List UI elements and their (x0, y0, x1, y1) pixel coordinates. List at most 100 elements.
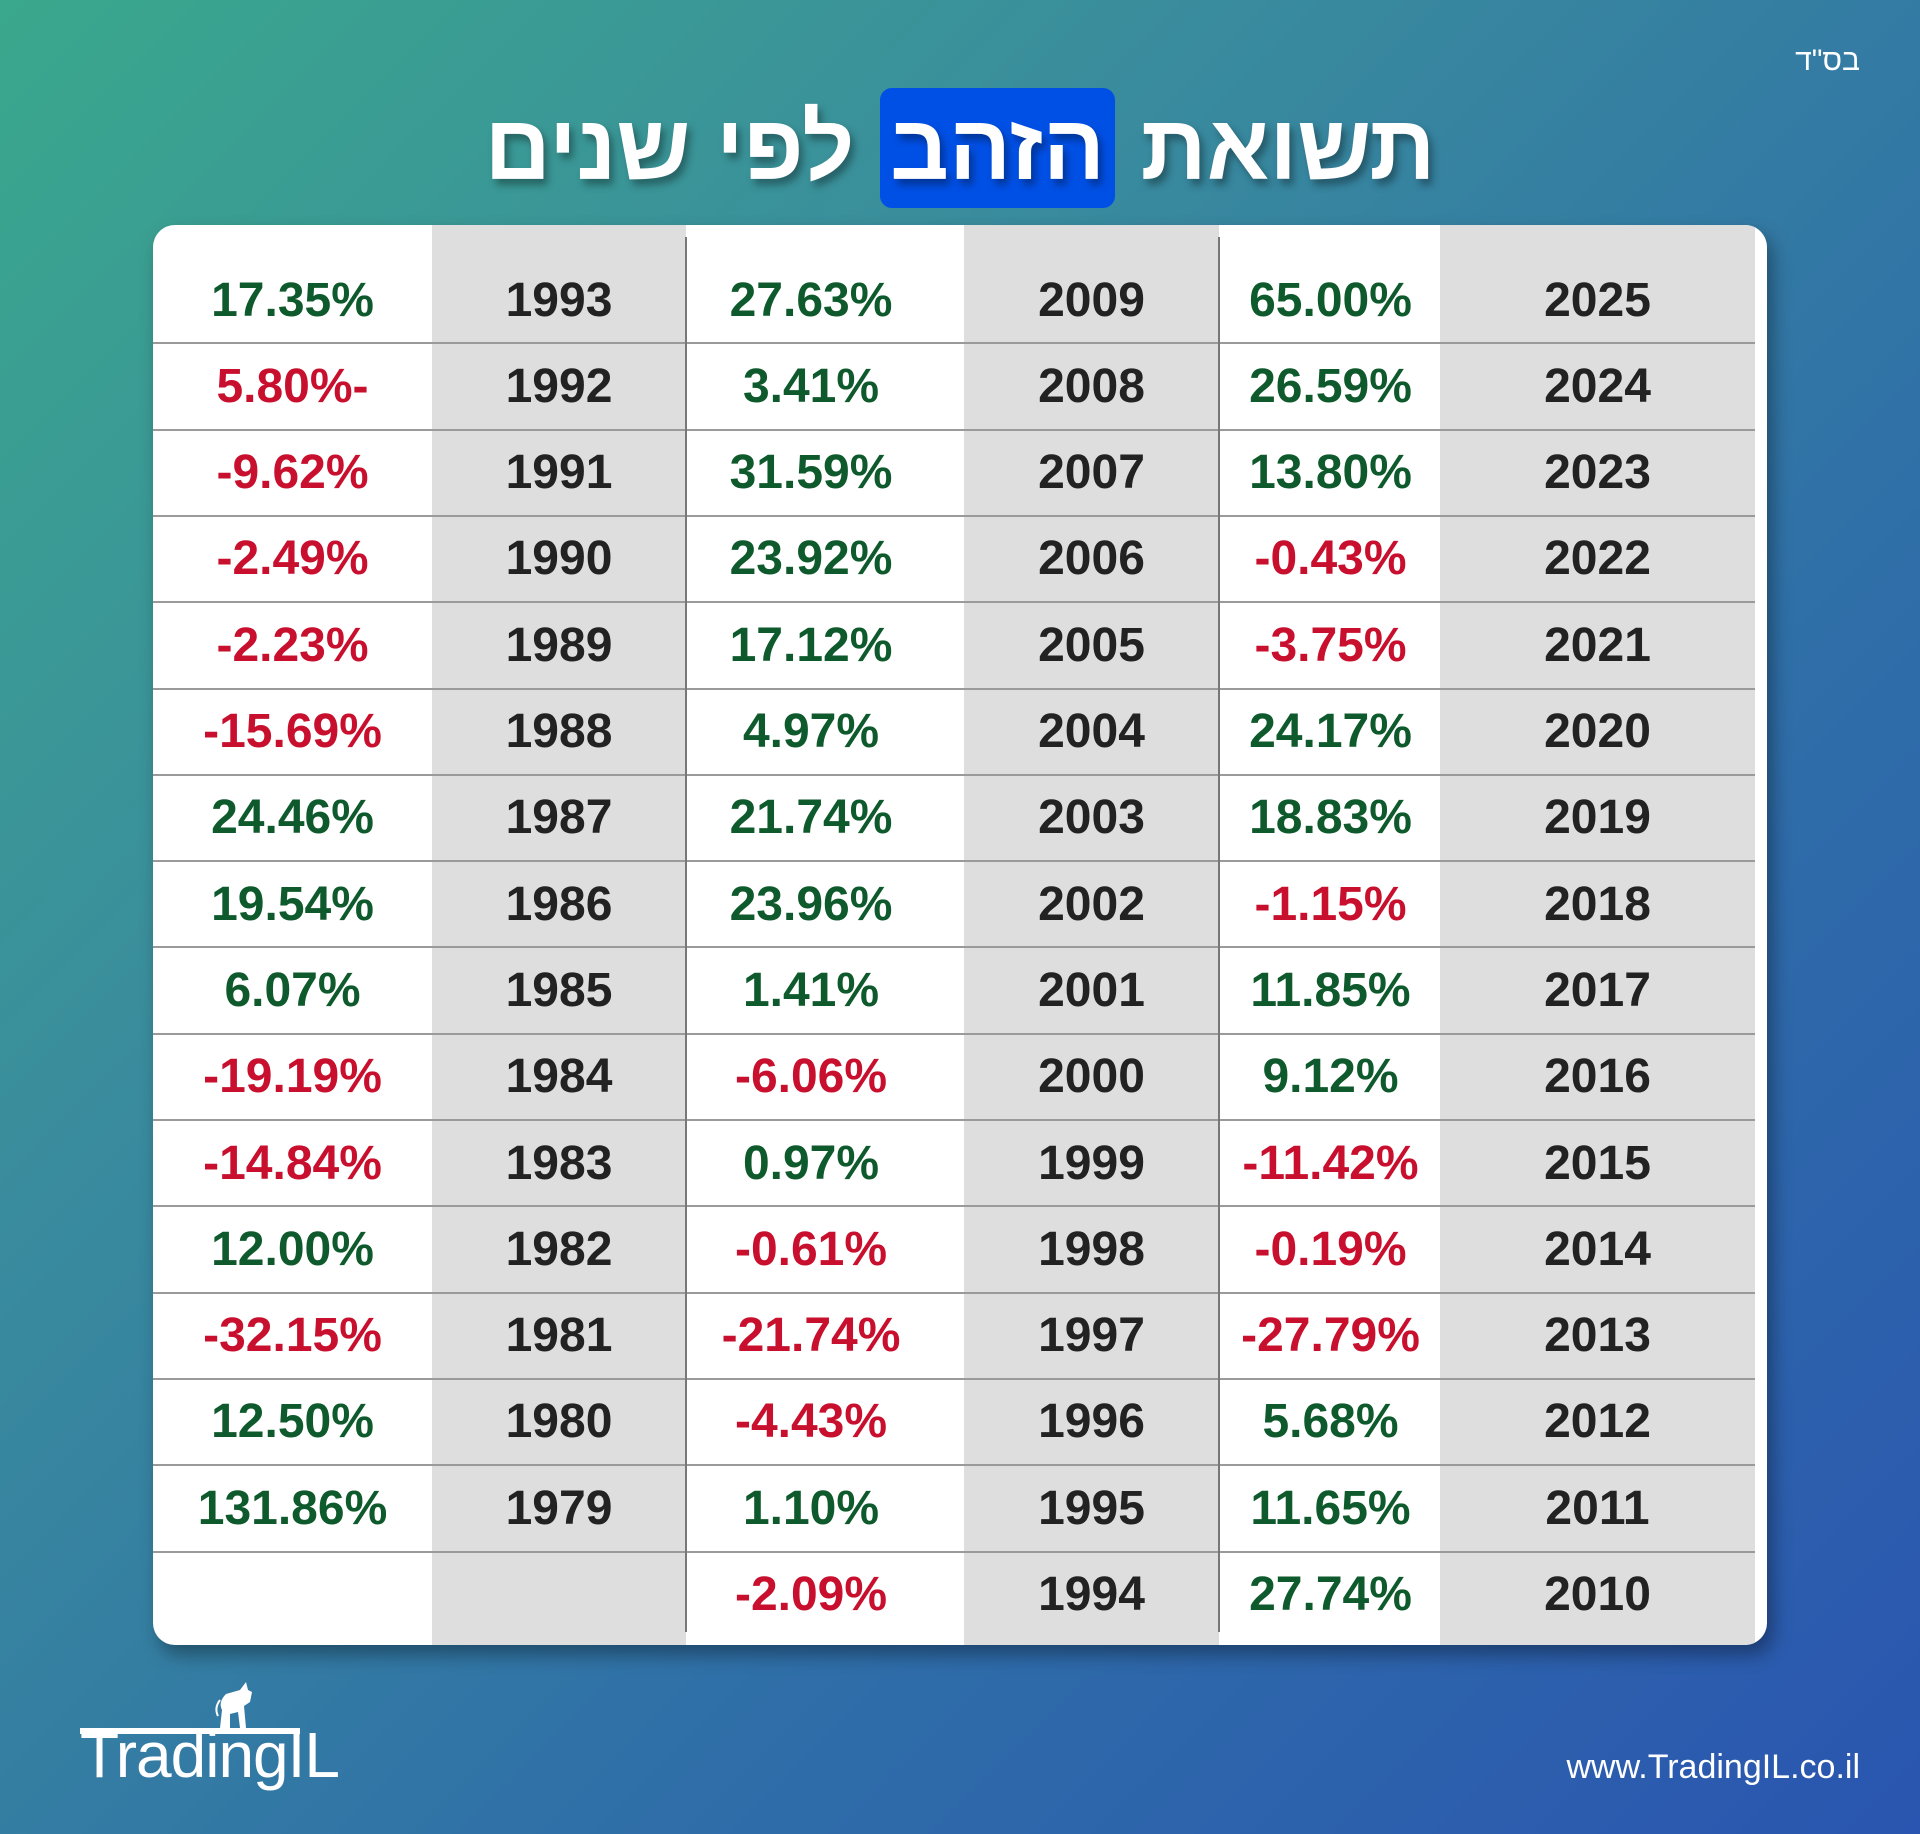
year-label: 2021 (1544, 618, 1651, 672)
return-value: 5.80%- (216, 359, 369, 413)
year-column: 2025 2024 2023 2022 2021 2020 2019 2018 2017 2016… (1440, 225, 1755, 1645)
return-value: 17.35% (211, 273, 374, 327)
return-value: 65.00% (1249, 273, 1412, 327)
return-value: 13.80% (1249, 446, 1412, 500)
return-value: 27.63% (729, 273, 893, 327)
row-divider (153, 514, 1755, 517)
year-label: 1991 (505, 446, 613, 500)
year-label: 2001 (1038, 963, 1145, 1017)
year-label: 2002 (1038, 877, 1145, 931)
year-label: 2000 (1038, 1050, 1145, 1104)
return-value: 21.74% (729, 791, 893, 845)
year-label: 2014 (1544, 1222, 1651, 1276)
year-label: 2005 (1038, 618, 1145, 672)
year-label: 1998 (1038, 1222, 1145, 1276)
year-label: 1992 (505, 359, 613, 413)
year-label: 2011 (1545, 1481, 1650, 1535)
year-label: 2020 (1544, 705, 1651, 758)
title-highlight: הזהב (880, 88, 1116, 208)
return-value: 12.00% (211, 1222, 374, 1276)
return-value: -15.69% (203, 705, 382, 758)
return-value: 4.97% (742, 705, 880, 758)
return-value: -0.19% (1254, 1222, 1407, 1276)
return-value: 1.10% (742, 1481, 880, 1535)
year-label: 1981 (505, 1309, 613, 1363)
return-value: 5.68% (1262, 1395, 1399, 1449)
row-divider (153, 1377, 1755, 1380)
year-label: 1985 (505, 963, 613, 1017)
return-value: 11.65% (1250, 1481, 1411, 1535)
year-label: 1996 (1038, 1395, 1145, 1449)
year-label: 2015 (1544, 1136, 1651, 1190)
return-value: -0.61% (734, 1222, 888, 1276)
return-value: -4.43% (734, 1395, 888, 1449)
year-label: 1994 (1038, 1568, 1145, 1621)
year-label: 1987 (505, 791, 613, 845)
return-value: -11.42% (1242, 1136, 1419, 1190)
return-value: 23.92% (729, 532, 893, 586)
column-divider (1218, 237, 1220, 1632)
bull-logo-icon (80, 1682, 300, 1734)
return-value: -32.15% (203, 1309, 382, 1363)
year-label: 2009 (1038, 273, 1145, 327)
return-value: 19.54% (211, 877, 374, 931)
year-label: 1986 (505, 877, 613, 931)
row-divider (153, 773, 1755, 776)
row-divider (153, 601, 1755, 604)
row-divider (153, 342, 1755, 345)
row-divider (153, 1205, 1755, 1208)
return-value: 11.85% (1250, 963, 1411, 1017)
return-value: 131.86% (197, 1481, 388, 1535)
return-value: 24.17% (1249, 705, 1412, 758)
row-divider (153, 860, 1755, 863)
year-label: 1989 (505, 618, 613, 672)
year-label: 2008 (1038, 359, 1145, 413)
year-label: 2025 (1544, 273, 1651, 327)
row-divider (153, 946, 1755, 949)
return-value: -2.49% (216, 532, 369, 586)
return-value: 18.83% (1249, 791, 1412, 845)
returns-table: 65.00% 26.59% 13.80% -0.43% -3.75% 24.17% 18.8… (153, 225, 1767, 1645)
return-value: -6.06% (734, 1050, 888, 1104)
year-label: 2010 (1544, 1568, 1651, 1621)
year-label: 2012 (1544, 1395, 1651, 1449)
year-label: 2004 (1038, 705, 1145, 758)
return-value: -2.09% (734, 1568, 888, 1621)
row-divider (153, 1464, 1755, 1467)
website-link[interactable]: www.TradingIL.co.il (1566, 1748, 1860, 1786)
year-label: 1995 (1038, 1481, 1145, 1535)
row-divider (153, 1550, 1755, 1553)
brand-logo: TradingIL (80, 1719, 340, 1791)
return-value: -0.43% (1254, 532, 1407, 586)
year-label: 1988 (505, 705, 613, 758)
return-value: 27.74% (1249, 1568, 1412, 1621)
year-label: 2007 (1038, 446, 1145, 500)
year-label: 1984 (505, 1050, 613, 1104)
return-value: 3.41% (742, 359, 880, 413)
return-value: 24.46% (211, 791, 374, 845)
year-label: 2024 (1544, 359, 1651, 413)
value-column: 17.35% 5.80%- -9.62% -2.49% -2.23% -15.69% 24.… (153, 225, 432, 1645)
column-divider (685, 237, 687, 1632)
year-label: 2016 (1544, 1050, 1651, 1104)
return-value: 6.07% (224, 963, 361, 1017)
return-value: -1.15% (1254, 877, 1407, 931)
year-label: 2013 (1544, 1309, 1651, 1363)
year-label: 2022 (1544, 532, 1651, 586)
return-value: 26.59% (1249, 359, 1412, 413)
year-column: 1993 1992 1991 1990 1989 1988 1987 1986 1985 1984… (432, 225, 686, 1645)
return-value: -27.79% (1241, 1309, 1420, 1363)
return-value: 12.50% (211, 1395, 374, 1449)
row-divider (153, 687, 1755, 690)
page-title: תשואת הזהב לפי שנים (0, 88, 1920, 208)
year-label: 2018 (1544, 877, 1651, 931)
year-label: 1980 (505, 1395, 613, 1449)
year-label: 1997 (1038, 1309, 1145, 1363)
return-value: 31.59% (729, 446, 893, 500)
year-label: 1983 (505, 1136, 613, 1190)
year-label: 1982 (505, 1222, 613, 1276)
year-label: 1990 (505, 532, 613, 586)
year-label: 2019 (1544, 791, 1651, 845)
year-label: 2006 (1038, 532, 1145, 586)
return-value: -21.74% (721, 1309, 901, 1363)
